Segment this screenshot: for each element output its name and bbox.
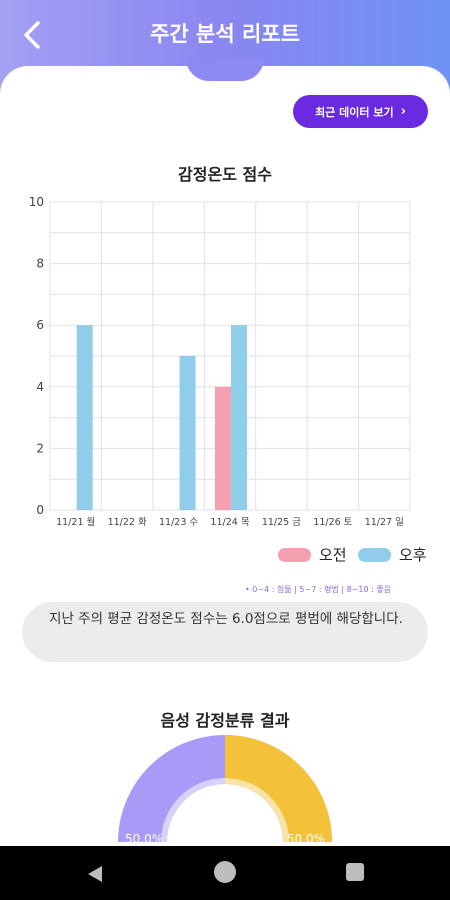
donut-inner-ring bbox=[161, 778, 289, 846]
legend-swatch-pm bbox=[358, 547, 391, 562]
donut-slice bbox=[225, 735, 332, 842]
y-tick-label: 6 bbox=[36, 318, 44, 332]
x-tick-label: 11/25 금 bbox=[262, 517, 301, 528]
legend-label-pm: 오후 bbox=[399, 546, 427, 564]
legend-label-am: 오전 bbox=[319, 546, 347, 564]
nav-recent-apps-icon[interactable] bbox=[346, 863, 364, 881]
x-tick-label: 11/27 일 bbox=[365, 517, 404, 528]
donut-slice-label: 50.0% bbox=[287, 832, 325, 846]
y-tick-label: 0 bbox=[36, 503, 44, 517]
legend-item-am: 오전 bbox=[278, 544, 347, 565]
chevron-left-icon bbox=[24, 21, 40, 49]
bar-pm bbox=[231, 325, 247, 510]
bar-am bbox=[215, 386, 231, 510]
x-tick-label: 11/21 월 bbox=[56, 516, 95, 528]
y-tick-label: 8 bbox=[36, 257, 44, 271]
header-notch bbox=[186, 58, 264, 81]
chevron-right-icon: › bbox=[400, 104, 406, 119]
recent-data-button[interactable]: 최근 데이터 보기 › bbox=[293, 95, 428, 128]
y-tick-label: 10 bbox=[29, 195, 44, 209]
emotion-score-chart: 0 2 4 6 8 10 11/21 월 11/22 화 11/23 수 11/24 목 11/25… bbox=[29, 195, 411, 528]
donut-slice-label: 50.0% bbox=[125, 832, 163, 846]
summary-text: 지난 주의 평균 감정온도 점수는 6.0점으로 평범에 해당합니다. bbox=[22, 602, 428, 662]
page-title: 주간 분석 리포트 bbox=[150, 22, 300, 46]
system-nav-bar bbox=[0, 846, 450, 900]
x-tick-label: 11/26 토 bbox=[313, 517, 352, 528]
bar-pm bbox=[179, 356, 196, 510]
x-tick-label: 11/23 수 bbox=[159, 517, 198, 528]
score-scale-note: • 0~4 : 힘듦 | 5~7 : 평범 | 8~10 : 좋음 bbox=[245, 585, 392, 594]
legend-swatch-am bbox=[278, 547, 311, 562]
nav-back-icon[interactable] bbox=[87, 865, 103, 883]
y-tick-label: 4 bbox=[36, 380, 44, 394]
y-tick-label: 2 bbox=[36, 441, 44, 455]
voice-emotion-title: 음성 감정분류 결과 bbox=[160, 711, 290, 730]
bar-pm bbox=[76, 325, 93, 510]
x-tick-label: 11/24 목 bbox=[210, 517, 249, 528]
chart-title: 감정온도 점수 bbox=[178, 165, 272, 184]
legend-item-pm: 오후 bbox=[358, 544, 427, 565]
x-tick-label: 11/22 화 bbox=[108, 517, 147, 528]
back-button[interactable] bbox=[14, 15, 54, 55]
nav-home-icon[interactable] bbox=[214, 861, 236, 883]
recent-data-label: 최근 데이터 보기 bbox=[315, 105, 394, 119]
voice-emotion-donut: 50.0% 50.0% bbox=[118, 735, 332, 846]
